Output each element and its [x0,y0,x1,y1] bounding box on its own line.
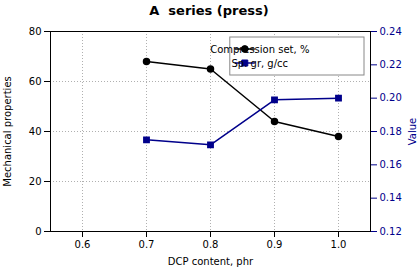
svg-text:0.16: 0.16 [380,159,402,170]
svg-text:0.9: 0.9 [267,239,283,250]
svg-text:Compression set, %: Compression set, % [210,44,309,55]
svg-text:1.0: 1.0 [331,239,347,250]
svg-text:80: 80 [29,26,42,37]
svg-text:0.18: 0.18 [380,126,402,137]
svg-text:0.12: 0.12 [380,226,402,237]
svg-text:40: 40 [29,126,42,137]
svg-text:0.20: 0.20 [380,92,402,103]
svg-text:60: 60 [29,76,42,87]
svg-text:0.8: 0.8 [203,239,219,250]
svg-text:Value: Value [407,118,418,145]
svg-text:0.22: 0.22 [380,59,402,70]
svg-text:20: 20 [29,176,42,187]
svg-text:DCP content, phr: DCP content, phr [168,256,254,267]
svg-text:0.14: 0.14 [380,192,402,203]
svg-text:0: 0 [35,226,41,237]
svg-text:0.24: 0.24 [380,26,402,37]
svg-text:0.7: 0.7 [139,239,155,250]
svg-text:Sp. gr, g/cc: Sp. gr, g/cc [231,58,288,69]
svg-text:0.6: 0.6 [75,239,91,250]
html-text:A series (press): A series (press) [149,3,269,18]
svg-text:Mechanical properties: Mechanical properties [2,76,13,186]
